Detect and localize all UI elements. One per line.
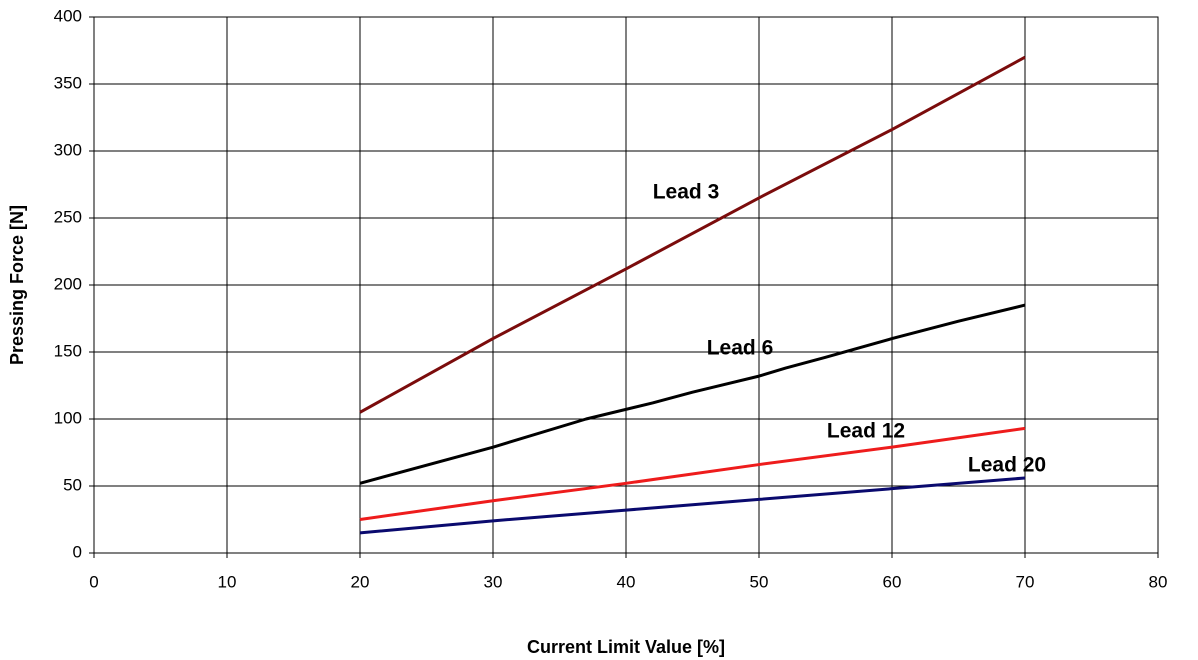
x-tick-label: 80 — [1149, 572, 1168, 591]
y-tick-label: 250 — [54, 207, 82, 226]
y-tick-label: 150 — [54, 341, 82, 360]
x-tick-label: 60 — [883, 572, 902, 591]
y-tick-label: 0 — [73, 542, 82, 561]
y-tick-label: 350 — [54, 73, 82, 92]
x-axis-title: Current Limit Value [%] — [527, 637, 725, 657]
series-label: Lead 3 — [653, 181, 720, 204]
plot-frame — [93, 16, 1159, 554]
x-tick-label: 0 — [89, 572, 98, 591]
x-tick-label: 70 — [1016, 572, 1035, 591]
series-line — [359, 426, 1026, 521]
y-tick-label: 50 — [63, 475, 82, 494]
series-label: Lead 12 — [827, 420, 905, 443]
x-tick-label: 50 — [750, 572, 769, 591]
x-tick-label: 40 — [617, 572, 636, 591]
series-line — [359, 303, 1026, 485]
y-tick-label: 100 — [54, 408, 82, 427]
y-axis-title: Pressing Force [N] — [7, 205, 27, 365]
x-tick-label: 10 — [218, 572, 237, 591]
series-label: Lead 6 — [707, 337, 774, 360]
series-line — [359, 55, 1026, 414]
series-label: Lead 20 — [968, 454, 1046, 477]
y-tick-label: 200 — [54, 274, 82, 293]
y-tick-label: 400 — [54, 6, 82, 25]
series-line — [359, 476, 1026, 535]
x-tick-label: 20 — [351, 572, 370, 591]
x-tick-label: 30 — [484, 572, 503, 591]
y-tick-label: 300 — [54, 140, 82, 159]
